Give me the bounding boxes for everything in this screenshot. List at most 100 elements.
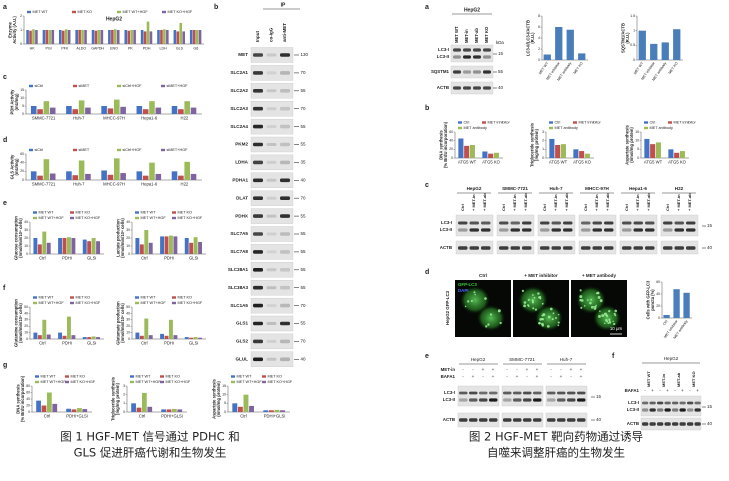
y-tick-label: 30 xyxy=(126,228,130,232)
blot-band xyxy=(663,221,673,225)
blot-strip xyxy=(660,214,699,237)
x-tick-label: G6 xyxy=(193,46,198,50)
blot-band xyxy=(694,422,701,426)
bar xyxy=(58,238,63,254)
bar xyxy=(193,337,198,339)
blot-band xyxy=(563,246,573,250)
blot-band xyxy=(679,401,686,405)
x-tick-label: ATG5 KO xyxy=(482,160,501,165)
puncta xyxy=(579,295,583,299)
legend-swatch xyxy=(33,301,37,305)
puncta xyxy=(593,305,595,308)
bar xyxy=(157,30,160,44)
blot-band xyxy=(592,221,602,225)
y-axis-label: (R.U.) xyxy=(625,32,630,44)
bar xyxy=(71,335,76,339)
legend-swatch xyxy=(458,126,462,130)
blot-strip xyxy=(250,226,294,242)
kda-marker: 55 xyxy=(498,69,504,74)
blot-band xyxy=(510,246,520,250)
bar xyxy=(144,318,149,339)
bar xyxy=(42,319,47,339)
bar xyxy=(139,244,144,254)
bar xyxy=(274,409,280,412)
bar xyxy=(67,237,71,254)
x-tick-label: PFK xyxy=(61,46,69,50)
legend-label: MET KO+HGF xyxy=(166,380,191,384)
blot-band xyxy=(649,422,656,426)
blot-strip xyxy=(619,214,658,237)
blot-band xyxy=(280,285,290,290)
blot-band xyxy=(581,221,591,225)
treatment-sign: - xyxy=(550,367,552,372)
legend-swatch xyxy=(70,296,74,299)
kda-marker: 70 xyxy=(301,303,307,308)
blot-strip xyxy=(457,412,500,428)
blot-band xyxy=(649,408,656,412)
blot-strip xyxy=(501,385,544,407)
y-tick-label: 30 xyxy=(24,228,28,232)
bar xyxy=(155,107,162,114)
bar xyxy=(566,29,574,60)
blot-strip xyxy=(537,214,576,237)
puncta xyxy=(555,316,558,319)
blot-band xyxy=(592,228,602,232)
y-tick-label: 15 xyxy=(20,88,24,92)
panel-letter: d xyxy=(3,137,7,144)
blot-band xyxy=(577,418,586,422)
y-tick-label: 0 xyxy=(123,410,125,414)
lane-label: + MET-ab xyxy=(482,193,487,211)
puncta xyxy=(484,297,487,300)
bar xyxy=(655,142,661,158)
legend-label: MET WT xyxy=(136,375,152,379)
y-tick-label: 2 xyxy=(542,139,544,143)
bar xyxy=(493,152,499,158)
y-axis-label: Triglyceride synthesis xyxy=(111,376,116,421)
blot-band xyxy=(266,250,277,254)
legend-label: MET WT xyxy=(141,211,157,215)
caption-line: GLS 促进肝癌代谢和生物发生 xyxy=(74,446,227,460)
bar xyxy=(42,30,46,44)
blot-band xyxy=(481,246,491,250)
lane-label: MET KO xyxy=(484,26,489,43)
bar xyxy=(650,43,658,60)
legend-label: siCtrl xyxy=(35,148,44,152)
legend-swatch xyxy=(573,121,577,124)
y-tick-label: 0 xyxy=(22,112,24,116)
blot-band xyxy=(483,55,491,59)
bar xyxy=(133,30,136,44)
blot-band xyxy=(266,71,277,75)
bar xyxy=(143,31,147,44)
blot-band xyxy=(622,228,632,232)
blot-band xyxy=(266,125,277,129)
bar xyxy=(87,337,92,339)
blot-band xyxy=(686,228,696,232)
bar xyxy=(111,30,114,44)
blot-band xyxy=(463,55,471,59)
legend-swatch xyxy=(130,375,134,378)
puncta xyxy=(527,298,530,301)
blot-band xyxy=(280,250,290,254)
bar xyxy=(190,173,197,180)
y-tick-label: 4 xyxy=(538,36,540,40)
protein-label: SLC2A3 xyxy=(230,106,248,111)
blot-band xyxy=(459,418,468,422)
y-axis-label: (nmol/min/10⁶ cells) xyxy=(18,303,23,343)
lane-label: MET-in xyxy=(661,373,666,387)
blot-band xyxy=(280,232,290,236)
blot-band xyxy=(253,303,263,308)
blot-band xyxy=(510,221,520,225)
puncta xyxy=(538,322,541,325)
blot-band xyxy=(481,221,491,225)
x-tick-label: PDHi xyxy=(164,341,174,346)
legend-swatch xyxy=(549,126,553,130)
treatment-sign: + xyxy=(472,374,475,379)
blot-band xyxy=(664,422,671,426)
blot-band xyxy=(547,418,556,422)
y-tick-label: 2 xyxy=(123,393,125,397)
panel-letter: a xyxy=(425,4,429,11)
blot-band xyxy=(663,246,673,250)
blot-band xyxy=(674,221,684,225)
legend-swatch xyxy=(130,380,134,384)
y-tick-label: 5 xyxy=(224,401,226,405)
